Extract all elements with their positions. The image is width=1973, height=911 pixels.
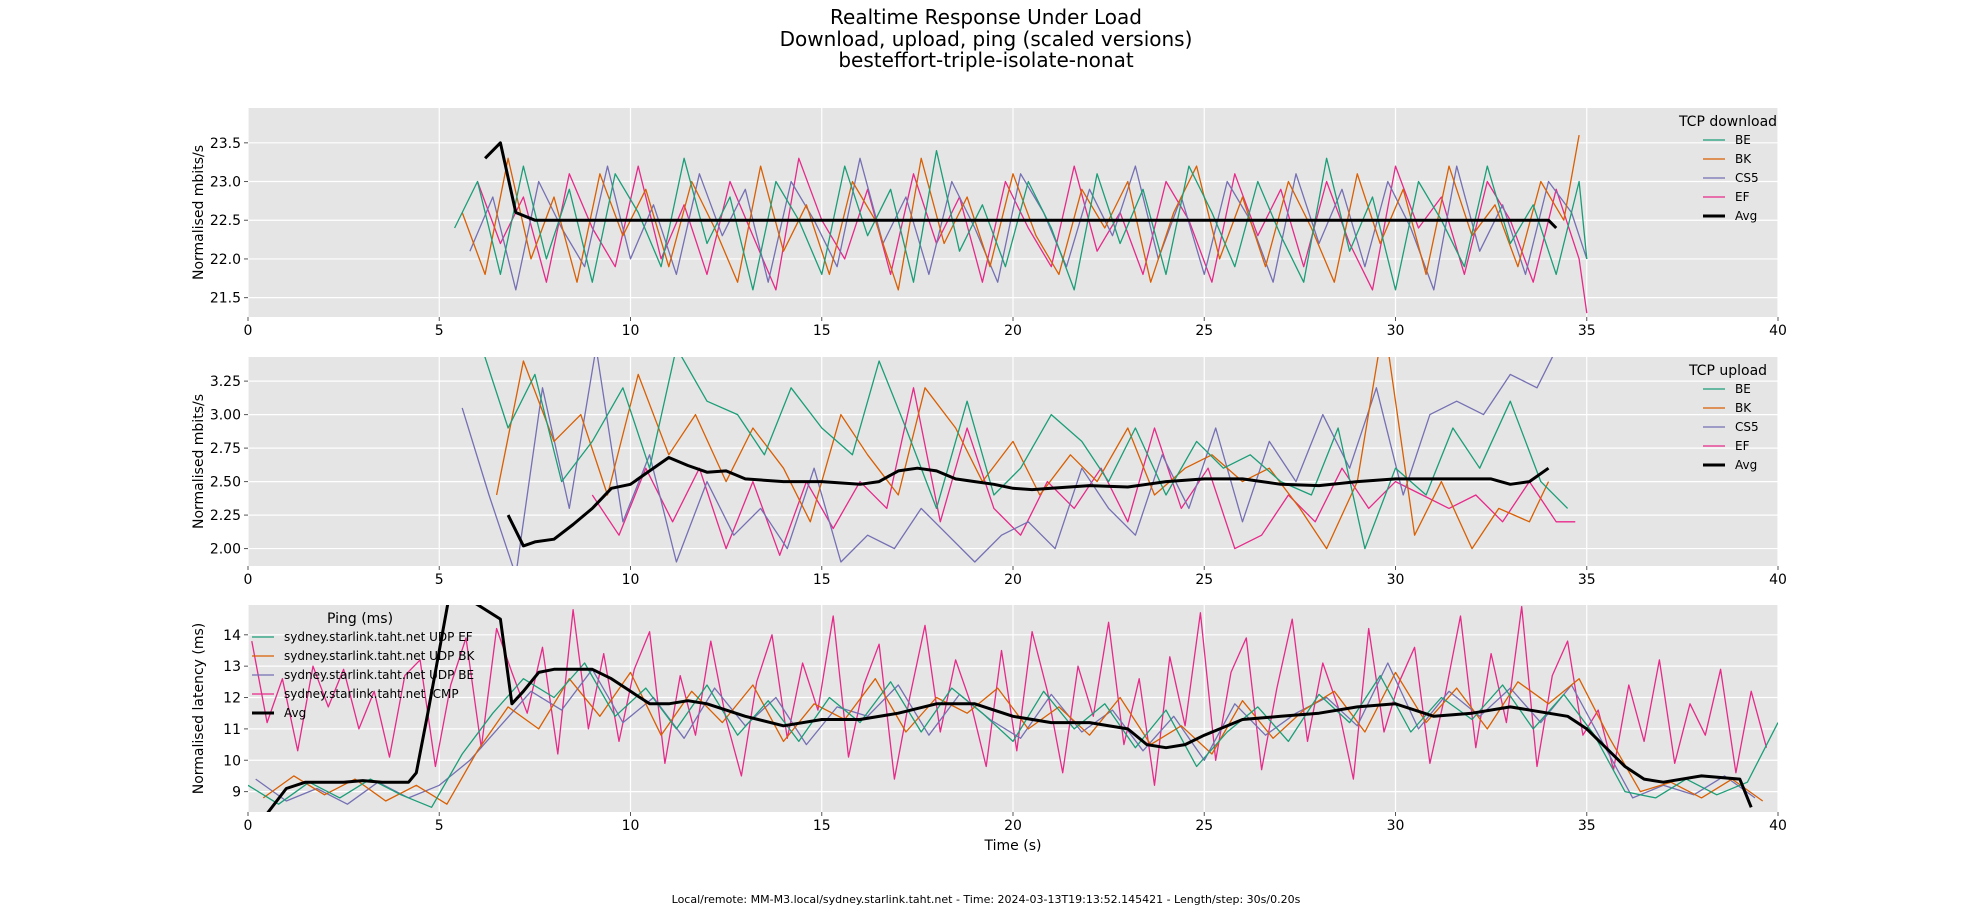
ping-xtick-label: 0 <box>244 818 253 834</box>
download-y-ticks: 21.5 22.0 22.5 23.0 23.5 <box>210 136 248 307</box>
ping-x-axis-label: Time (s) <box>984 838 1042 854</box>
upload-panel: 0 5 10 15 20 25 30 35 40 2.00 2.25 2.50 2.75 3.00 3.2… <box>191 357 1787 588</box>
download-xtick-label: 15 <box>813 323 831 339</box>
download-panel: 0 5 10 15 20 25 30 35 40 21.5 22.0 22.5 23.0 23.5 No… <box>191 108 1787 339</box>
download-xtick-label: 20 <box>1004 323 1022 339</box>
ping-ytick-label: 13 <box>223 659 241 675</box>
ping-ytick-label: 14 <box>223 628 241 644</box>
ping-x-ticks: 0 5 10 15 20 25 30 35 40 <box>244 812 1787 834</box>
ping-series-sydney-starlink-taht-net-udp-be <box>255 662 1756 805</box>
download-xtick-label: 10 <box>622 323 640 339</box>
download-ytick-label: 22.0 <box>210 252 241 268</box>
download-legend-label-bk: BK <box>1735 152 1752 166</box>
upload-legend: TCP upload BE BK CS5 EF Avg <box>1688 363 1767 472</box>
ping-xtick-label: 5 <box>435 818 444 834</box>
ping-xtick-label: 20 <box>1004 818 1022 834</box>
download-xtick-label: 25 <box>1195 323 1213 339</box>
upload-xtick-label: 15 <box>813 572 831 588</box>
ping-ytick-label: 10 <box>223 753 241 769</box>
ping-panel: 0 5 10 15 20 25 30 35 40 9 10 11 12 13 14 Normalised … <box>191 605 1787 854</box>
ping-series-group <box>248 605 1778 812</box>
upload-y-axis-label: Normalised mbits/s <box>191 394 207 529</box>
upload-series-cs5 <box>461 357 1554 566</box>
download-ytick-label: 23.0 <box>210 175 241 191</box>
upload-xtick-label: 30 <box>1387 572 1405 588</box>
upload-xtick-label: 20 <box>1004 572 1022 588</box>
ping-xtick-label: 25 <box>1195 818 1213 834</box>
download-legend-label-ef: EF <box>1735 190 1750 204</box>
ping-legend-label-2: sydney.starlink.taht.net UDP BE <box>284 668 474 682</box>
ping-xtick-label: 15 <box>813 818 831 834</box>
upload-xtick-label: 5 <box>435 572 444 588</box>
upload-legend-title: TCP upload <box>1688 363 1767 379</box>
upload-y-ticks: 2.00 2.25 2.50 2.75 3.00 3.25 <box>210 374 248 558</box>
download-legend-title: TCP download <box>1678 114 1777 130</box>
upload-legend-label-avg: Avg <box>1735 458 1757 472</box>
download-xtick-label: 0 <box>244 323 253 339</box>
upload-ytick-label: 3.25 <box>210 374 241 390</box>
download-y-axis-label: Normalised mbits/s <box>191 145 207 280</box>
download-series-avg <box>484 141 1558 230</box>
ping-xtick-label: 35 <box>1578 818 1596 834</box>
upload-legend-label-bk: BK <box>1735 401 1752 415</box>
ping-xtick-label: 40 <box>1769 818 1787 834</box>
download-x-ticks: 0 5 10 15 20 25 30 35 40 <box>244 317 1787 339</box>
ping-legend-label-3: sydney.starlink.taht.net ICMP <box>284 687 459 701</box>
download-ytick-label: 21.5 <box>210 291 241 307</box>
ping-legend-label-4: Avg <box>284 706 306 720</box>
ping-legend-title: Ping (ms) <box>327 611 393 627</box>
figure-footer: Local/remote: MM-M3.local/sydney.starlin… <box>672 893 1301 906</box>
upload-legend-label-cs5: CS5 <box>1735 420 1759 434</box>
upload-series-be <box>484 357 1569 550</box>
ping-series-avg <box>266 605 1753 812</box>
upload-series-avg <box>506 456 1550 548</box>
upload-xtick-label: 25 <box>1195 572 1213 588</box>
download-ytick-label: 22.5 <box>210 213 241 229</box>
ping-xtick-label: 10 <box>622 818 640 834</box>
ping-legend-label-1: sydney.starlink.taht.net UDP BK <box>284 649 475 663</box>
download-legend-label-avg: Avg <box>1735 209 1757 223</box>
upload-xtick-label: 40 <box>1769 572 1787 588</box>
upload-ytick-label: 2.75 <box>210 441 241 457</box>
upload-ytick-label: 2.00 <box>210 542 241 558</box>
download-series-be <box>454 149 1588 291</box>
download-legend: TCP download BE BK CS5 EF Avg <box>1678 114 1777 223</box>
download-xtick-label: 5 <box>435 323 444 339</box>
ping-y-axis-label: Normalised latency (ms) <box>191 623 207 795</box>
ping-ytick-label: 9 <box>232 785 241 801</box>
upload-series-group <box>461 357 1576 566</box>
figure-title-line-3: besteffort-triple-isolate-nonat <box>838 48 1133 72</box>
ping-legend: Ping (ms) sydney.starlink.taht.net UDP E… <box>252 611 475 720</box>
upload-xtick-label: 0 <box>244 572 253 588</box>
upload-series-bk <box>495 357 1550 550</box>
download-xtick-label: 35 <box>1578 323 1596 339</box>
ping-ytick-label: 11 <box>223 722 241 738</box>
download-series-bk <box>461 134 1580 291</box>
download-series-group <box>454 134 1588 314</box>
download-xtick-label: 40 <box>1769 323 1787 339</box>
upload-x-ticks: 0 5 10 15 20 25 30 35 40 <box>244 566 1787 588</box>
upload-ytick-label: 3.00 <box>210 408 241 424</box>
download-ytick-label: 23.5 <box>210 136 241 152</box>
figure-title-line-1: Realtime Response Under Load <box>830 5 1142 29</box>
upload-legend-label-ef: EF <box>1735 439 1750 453</box>
ping-y-ticks: 9 10 11 12 13 14 <box>223 628 248 801</box>
upload-ytick-label: 2.25 <box>210 508 241 524</box>
upload-xtick-label: 10 <box>622 572 640 588</box>
upload-ytick-label: 2.50 <box>210 475 241 491</box>
ping-xtick-label: 30 <box>1387 818 1405 834</box>
download-legend-label-cs5: CS5 <box>1735 171 1759 185</box>
ping-series-sydney-starlink-taht-net-udp-ef <box>248 662 1778 808</box>
upload-series-ef <box>591 387 1576 556</box>
ping-series-sydney-starlink-taht-net-udp-bk <box>262 671 1764 805</box>
download-legend-label-be: BE <box>1735 133 1751 147</box>
upload-legend-label-be: BE <box>1735 382 1751 396</box>
upload-xtick-label: 35 <box>1578 572 1596 588</box>
ping-ytick-label: 12 <box>223 691 241 707</box>
ping-legend-label-0: sydney.starlink.taht.net UDP EF <box>284 630 473 644</box>
download-xtick-label: 30 <box>1387 323 1405 339</box>
figure-title-line-2: Download, upload, ping (scaled versions) <box>780 27 1193 51</box>
